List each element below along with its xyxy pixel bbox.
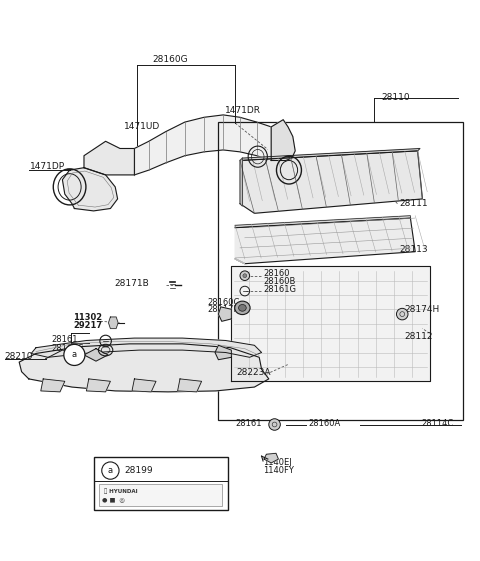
Text: 1471UD: 1471UD <box>124 122 160 131</box>
Text: ● ■  ◎: ● ■ ◎ <box>102 497 125 502</box>
Ellipse shape <box>239 305 246 311</box>
Polygon shape <box>240 149 420 160</box>
Polygon shape <box>271 119 295 160</box>
Text: 28161: 28161 <box>235 419 262 427</box>
Text: 28112: 28112 <box>404 332 432 341</box>
Circle shape <box>240 271 250 280</box>
Text: 28110: 28110 <box>382 93 410 102</box>
Bar <box>94 457 228 510</box>
Text: 28111: 28111 <box>399 199 428 208</box>
Text: a: a <box>72 351 77 360</box>
Bar <box>99 484 222 506</box>
Polygon shape <box>108 317 118 329</box>
Text: 1140FY: 1140FY <box>263 466 294 475</box>
Polygon shape <box>235 218 415 264</box>
Polygon shape <box>84 141 134 175</box>
Polygon shape <box>231 266 430 381</box>
Polygon shape <box>215 346 231 360</box>
Circle shape <box>396 309 408 320</box>
Circle shape <box>64 344 85 365</box>
Bar <box>218 122 463 420</box>
Text: 28171B: 28171B <box>114 279 149 288</box>
Text: 28210: 28210 <box>5 352 33 361</box>
Text: 28160: 28160 <box>263 269 289 278</box>
Polygon shape <box>19 344 269 392</box>
Text: 29217: 29217 <box>73 321 102 330</box>
Text: 1471DP: 1471DP <box>30 162 65 171</box>
Polygon shape <box>86 379 110 392</box>
Polygon shape <box>84 348 108 361</box>
Polygon shape <box>132 379 156 392</box>
Polygon shape <box>134 115 271 175</box>
Text: a: a <box>108 466 113 475</box>
Polygon shape <box>62 168 118 211</box>
Polygon shape <box>240 158 242 206</box>
Text: 28160C: 28160C <box>51 344 84 353</box>
Circle shape <box>243 274 247 278</box>
Text: 28174H: 28174H <box>404 305 439 314</box>
Polygon shape <box>235 259 245 264</box>
Polygon shape <box>178 379 202 392</box>
Text: 28113: 28113 <box>399 245 428 254</box>
Text: 1471DR: 1471DR <box>225 105 261 114</box>
Polygon shape <box>264 453 278 463</box>
Text: 28223A: 28223A <box>236 368 271 377</box>
Text: 28161G: 28161G <box>263 285 296 294</box>
Text: ⓗ HYUNDAI: ⓗ HYUNDAI <box>104 489 138 494</box>
Polygon shape <box>31 338 262 357</box>
Circle shape <box>269 419 280 430</box>
Text: 28160A: 28160A <box>308 419 340 427</box>
Text: 1140EJ: 1140EJ <box>263 458 292 467</box>
Polygon shape <box>41 379 65 392</box>
Text: 28160C: 28160C <box>207 297 240 307</box>
Polygon shape <box>240 151 422 213</box>
Text: 28161: 28161 <box>51 334 78 343</box>
Text: 28199: 28199 <box>125 466 154 475</box>
Polygon shape <box>235 215 410 228</box>
Text: 28160B: 28160B <box>263 277 295 286</box>
Ellipse shape <box>235 301 250 315</box>
Circle shape <box>102 462 119 479</box>
Text: 28114C: 28114C <box>421 419 454 427</box>
Text: 11302: 11302 <box>73 314 102 323</box>
Text: 28117F: 28117F <box>207 305 239 314</box>
Text: 28160G: 28160G <box>153 55 188 64</box>
Polygon shape <box>218 307 231 321</box>
